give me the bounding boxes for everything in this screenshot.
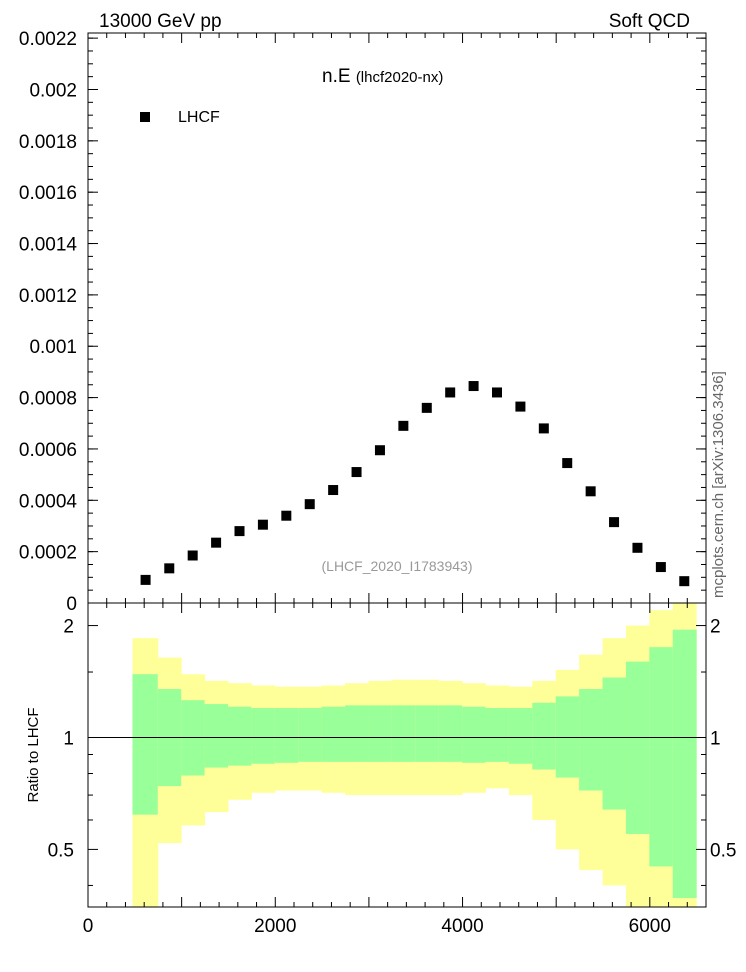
stat-uncertainty-band [602, 677, 627, 810]
ratio-panel: 0.5 0.5 1 1 2 2 Ratio to LHCF [25, 602, 736, 908]
stat-uncertainty-band [579, 689, 604, 791]
data-point [257, 519, 268, 530]
data-point [304, 499, 315, 510]
main-ytick-label: 0.0008 [19, 389, 77, 410]
data-point [281, 510, 292, 521]
ratio-ytick-label: 2 [63, 617, 74, 638]
data-point [187, 550, 198, 561]
data-point [515, 401, 526, 412]
data-point [234, 526, 245, 537]
main-panel: n.E (lhcf2020-nx) LHCF (LHCF_2020_I17839… [19, 29, 707, 615]
stat-uncertainty-band [508, 708, 533, 764]
main-ytick-label: 0.002 [29, 80, 77, 101]
main-ytick-label: 0.0016 [19, 183, 77, 204]
ratio-ytick-label: 1 [63, 728, 74, 749]
data-point [492, 387, 503, 398]
x-tick-label: 0 [83, 916, 94, 937]
stat-uncertainty-band [368, 705, 393, 762]
stat-uncertainty-band [485, 708, 510, 762]
stat-uncertainty-band [345, 705, 369, 762]
main-y-axis: 0 0.0002 0.0004 0.0006 0.0008 0.001 0.0012 0.00… [19, 29, 706, 615]
stat-uncertainty-band [462, 706, 486, 763]
data-point [538, 423, 549, 434]
plot-title: n.E (lhcf2020-nx) [322, 66, 443, 87]
data-point [328, 485, 339, 496]
main-ytick-label: 0.0014 [19, 235, 78, 256]
data-point [562, 458, 573, 469]
data-point [164, 563, 175, 574]
ratio-bands [132, 603, 697, 907]
stat-uncertainty-band [415, 705, 440, 762]
data-point [632, 542, 643, 553]
stat-uncertainty-band [625, 661, 650, 835]
plot-title-main: n.E [322, 66, 351, 87]
data-point [445, 387, 456, 398]
reference-label: (LHCF_2020_I1783943) [322, 558, 473, 574]
stat-uncertainty-band [251, 708, 276, 764]
data-point [679, 576, 690, 587]
ratio-ytick-label-right: 0.5 [710, 840, 736, 861]
ratio-ytick-label-right: 2 [710, 617, 721, 638]
stat-uncertainty-band [298, 708, 323, 762]
ratio-frame [87, 602, 707, 908]
legend-marker [140, 112, 150, 122]
main-ytick-label: 0.0018 [19, 132, 77, 153]
ratio-y-axis: 0.5 0.5 1 1 2 2 [48, 617, 736, 886]
main-ytick-label: 0.0022 [19, 29, 77, 50]
main-ytick-label: 0.0002 [19, 543, 77, 564]
stat-uncertainty-band [204, 704, 229, 768]
side-credit-label: mcplots.cern.ch [arXiv:1306.3436] [710, 371, 727, 598]
stat-uncertainty-band [438, 705, 463, 762]
ratio-y-label: Ratio to LHCF [25, 707, 42, 802]
stat-uncertainty-band [672, 629, 697, 899]
main-ytick-label: 0.001 [29, 337, 77, 358]
main-ytick-label: 0.0012 [19, 286, 77, 307]
x-axis: 0 2000 4000 6000 [83, 33, 707, 937]
header-left-label: 13000 GeV pp [99, 11, 222, 32]
stat-uncertainty-band [649, 647, 674, 867]
plot-title-sub: (lhcf2020-nx) [356, 69, 444, 86]
x-tick-label: 4000 [441, 916, 483, 937]
x-tick-label: 2000 [254, 916, 296, 937]
header-right-label: Soft QCD [609, 11, 690, 32]
data-point [468, 381, 479, 392]
main-ytick-label: 0.0004 [19, 491, 78, 512]
data-point [421, 402, 432, 413]
legend-label: LHCF [178, 109, 220, 126]
stat-uncertainty-band [532, 702, 557, 770]
stat-uncertainty-band [321, 706, 346, 762]
stat-uncertainty-band [391, 705, 416, 762]
data-point [609, 517, 620, 528]
data-point [585, 486, 596, 497]
main-ytick-label: 0.0006 [19, 440, 77, 461]
data-point [211, 537, 222, 548]
stat-uncertainty-band [132, 674, 159, 815]
data-point [374, 445, 385, 456]
x-tick-label: 6000 [629, 916, 671, 937]
stat-uncertainty-band [227, 706, 252, 766]
data-point [655, 562, 666, 573]
ratio-ytick-label-right: 1 [710, 728, 721, 749]
data-point [398, 420, 409, 431]
ratio-ytick-label: 0.5 [48, 840, 74, 861]
data-point [351, 467, 362, 478]
main-data-points [140, 381, 690, 587]
stat-uncertainty-band [274, 708, 299, 763]
main-ytick-label: 0 [66, 594, 77, 615]
data-point [140, 574, 151, 585]
